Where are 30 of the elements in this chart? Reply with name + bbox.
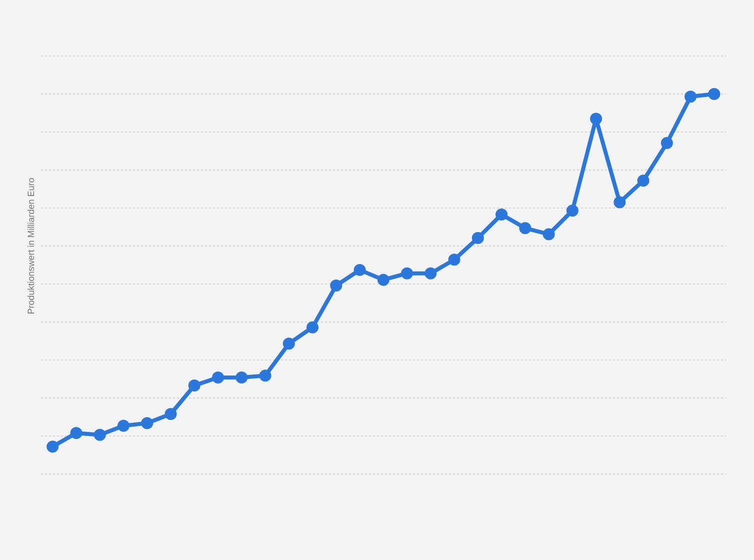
point [660,137,673,150]
point [330,280,342,292]
point [496,208,508,220]
point [70,426,82,439]
point [188,379,200,392]
point [684,90,697,103]
point [46,440,59,453]
point [542,228,555,240]
point [282,338,295,350]
point [94,428,106,441]
point [448,254,460,266]
y-axis-title: Produktionswert in Milliarden Euro [26,178,36,314]
point [212,371,224,384]
point [708,88,720,100]
point [401,267,414,280]
point [306,321,319,334]
point [424,267,437,280]
point [637,174,650,187]
point [519,222,532,234]
point [354,264,366,276]
point [566,204,578,217]
point [117,420,130,432]
point [472,232,484,244]
point [141,417,154,430]
point [164,408,177,420]
point [377,274,390,286]
point [259,370,272,382]
point [614,196,626,208]
point [590,112,602,125]
point [236,371,248,384]
